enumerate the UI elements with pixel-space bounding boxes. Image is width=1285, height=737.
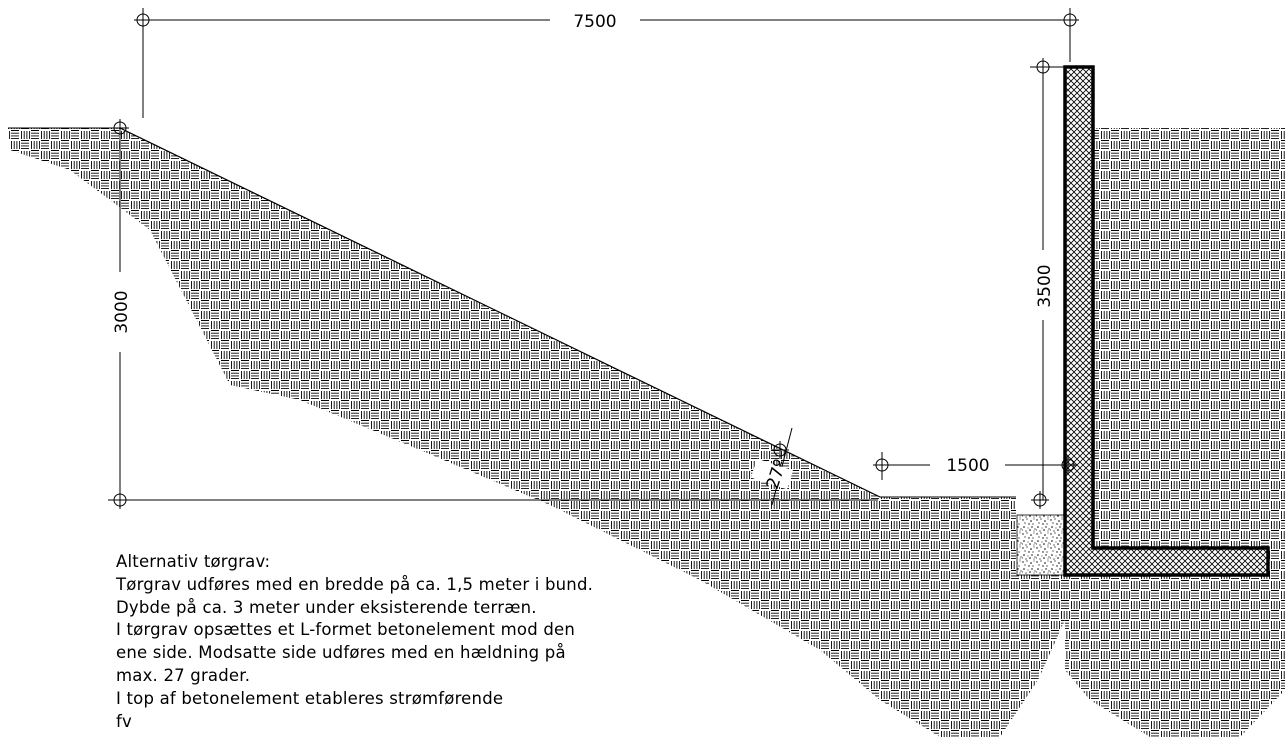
note-line: Tørgrav udføres med en bredde på ca. 1,5… — [116, 574, 594, 594]
dimension-markers — [111, 11, 1079, 509]
marker-top-left — [134, 11, 152, 29]
note-line: fv — [116, 711, 132, 731]
note-line: I top af betonelement etableres strømfør… — [116, 688, 504, 708]
l-shaped-concrete-element — [1063, 65, 1270, 577]
note-line: I tørgrav opsættes et L-formet betonelem… — [116, 620, 576, 640]
note-line: Dybde på ca. 3 meter under eksisterende … — [116, 597, 537, 617]
description-note: Alternativ tørgrav: Tørgrav udføres med … — [116, 551, 676, 733]
soil-slope-region — [8, 128, 1065, 737]
marker-bottom-left — [873, 456, 891, 474]
gravel-drain — [1016, 514, 1066, 576]
dimension-label-top-width: 7500 — [573, 12, 616, 32]
dimension-label-left-depth: 3000 — [112, 290, 132, 333]
marker-top-right — [1061, 11, 1079, 29]
note-line: Alternativ tørgrav: — [116, 552, 271, 571]
dimension-label-right-height: 3500 — [1035, 264, 1055, 307]
marker-angle — [771, 441, 789, 459]
excavation-slope-line — [119, 127, 881, 498]
marker-left-bottom — [111, 491, 129, 509]
note-line: max. 27 grader. — [116, 665, 251, 685]
note-line: ene side. Modsatte side udføres med en h… — [116, 643, 566, 663]
soil-right-region — [1065, 128, 1285, 737]
marker-bottom-right — [1059, 456, 1077, 474]
marker-right-bottom — [1031, 491, 1049, 509]
marker-left-top — [111, 119, 129, 137]
marker-right-top — [1034, 58, 1052, 76]
dimension-label-bottom-width: 1500 — [946, 456, 989, 476]
